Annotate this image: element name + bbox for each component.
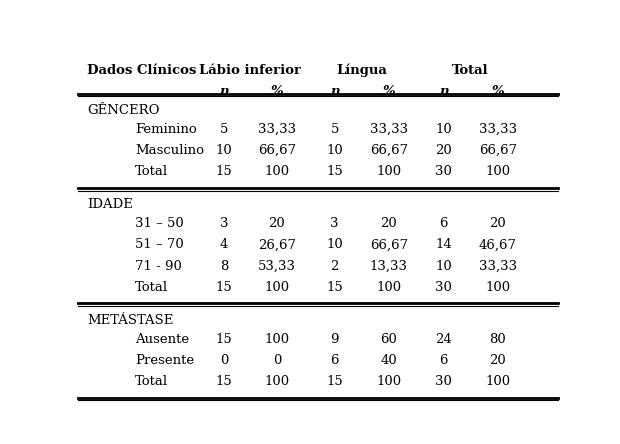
Text: 31 – 50: 31 – 50 bbox=[135, 217, 184, 230]
Text: 15: 15 bbox=[326, 375, 343, 388]
Text: 5: 5 bbox=[220, 123, 228, 136]
Text: Total: Total bbox=[135, 281, 168, 294]
Text: 0: 0 bbox=[273, 354, 281, 367]
Text: 100: 100 bbox=[376, 281, 401, 294]
Text: 100: 100 bbox=[264, 281, 290, 294]
Text: 30: 30 bbox=[435, 165, 452, 178]
Text: 15: 15 bbox=[216, 281, 232, 294]
Text: 66,67: 66,67 bbox=[258, 144, 296, 157]
Text: 33,33: 33,33 bbox=[370, 123, 408, 136]
Text: IDADE: IDADE bbox=[87, 198, 133, 211]
Text: Presente: Presente bbox=[135, 354, 194, 367]
Text: 4: 4 bbox=[220, 238, 228, 251]
Text: %: % bbox=[270, 85, 283, 98]
Text: 14: 14 bbox=[435, 238, 452, 251]
Text: 15: 15 bbox=[216, 165, 232, 178]
Text: 15: 15 bbox=[326, 165, 343, 178]
Text: 100: 100 bbox=[376, 165, 401, 178]
Text: 30: 30 bbox=[435, 281, 452, 294]
Text: 26,67: 26,67 bbox=[258, 238, 296, 251]
Text: 15: 15 bbox=[216, 333, 232, 346]
Text: 100: 100 bbox=[264, 165, 290, 178]
Text: 10: 10 bbox=[435, 123, 452, 136]
Text: 100: 100 bbox=[485, 281, 510, 294]
Text: 20: 20 bbox=[268, 217, 285, 230]
Text: 33,33: 33,33 bbox=[479, 260, 517, 273]
Text: 10: 10 bbox=[326, 238, 343, 251]
Text: 30: 30 bbox=[435, 375, 452, 388]
Text: Feminino: Feminino bbox=[135, 123, 197, 136]
Text: %: % bbox=[492, 85, 504, 98]
Text: 100: 100 bbox=[264, 375, 290, 388]
Text: 10: 10 bbox=[326, 144, 343, 157]
Text: Total: Total bbox=[135, 165, 168, 178]
Text: 20: 20 bbox=[381, 217, 397, 230]
Text: GÊNCERO: GÊNCERO bbox=[87, 104, 159, 117]
Text: Total: Total bbox=[452, 63, 489, 76]
Text: 60: 60 bbox=[381, 333, 397, 346]
Text: 20: 20 bbox=[435, 144, 452, 157]
Text: 46,67: 46,67 bbox=[479, 238, 517, 251]
Text: 13,33: 13,33 bbox=[370, 260, 408, 273]
Text: 15: 15 bbox=[216, 375, 232, 388]
Text: 33,33: 33,33 bbox=[479, 123, 517, 136]
Text: 2: 2 bbox=[330, 260, 339, 273]
Text: 6: 6 bbox=[440, 217, 448, 230]
Text: 66,67: 66,67 bbox=[479, 144, 517, 157]
Text: 20: 20 bbox=[490, 217, 507, 230]
Text: 80: 80 bbox=[490, 333, 507, 346]
Text: 10: 10 bbox=[216, 144, 232, 157]
Text: 100: 100 bbox=[376, 375, 401, 388]
Text: Masculino: Masculino bbox=[135, 144, 204, 157]
Text: 66,67: 66,67 bbox=[370, 144, 408, 157]
Text: 33,33: 33,33 bbox=[258, 123, 296, 136]
Text: 6: 6 bbox=[330, 354, 339, 367]
Text: 100: 100 bbox=[485, 165, 510, 178]
Text: 6: 6 bbox=[440, 354, 448, 367]
Text: 100: 100 bbox=[485, 375, 510, 388]
Text: 40: 40 bbox=[381, 354, 397, 367]
Text: Dados Clínicos: Dados Clínicos bbox=[87, 63, 197, 76]
Text: n: n bbox=[330, 85, 339, 98]
Text: 51 – 70: 51 – 70 bbox=[135, 238, 184, 251]
Text: 3: 3 bbox=[330, 217, 339, 230]
Text: Língua: Língua bbox=[337, 63, 388, 77]
Text: n: n bbox=[219, 85, 229, 98]
Text: 100: 100 bbox=[264, 333, 290, 346]
Text: Lábio inferior: Lábio inferior bbox=[200, 63, 301, 76]
Text: Total: Total bbox=[135, 375, 168, 388]
Text: Ausente: Ausente bbox=[135, 333, 189, 346]
Text: 9: 9 bbox=[330, 333, 339, 346]
Text: 20: 20 bbox=[490, 354, 507, 367]
Text: 3: 3 bbox=[220, 217, 228, 230]
Text: 66,67: 66,67 bbox=[370, 238, 408, 251]
Text: %: % bbox=[383, 85, 395, 98]
Text: n: n bbox=[439, 85, 448, 98]
Text: 10: 10 bbox=[435, 260, 452, 273]
Text: 71 - 90: 71 - 90 bbox=[135, 260, 182, 273]
Text: 53,33: 53,33 bbox=[258, 260, 296, 273]
Text: 15: 15 bbox=[326, 281, 343, 294]
Text: 8: 8 bbox=[220, 260, 228, 273]
Text: 5: 5 bbox=[330, 123, 339, 136]
Text: 0: 0 bbox=[220, 354, 228, 367]
Text: METÁSTASE: METÁSTASE bbox=[87, 314, 174, 327]
Text: 24: 24 bbox=[435, 333, 452, 346]
